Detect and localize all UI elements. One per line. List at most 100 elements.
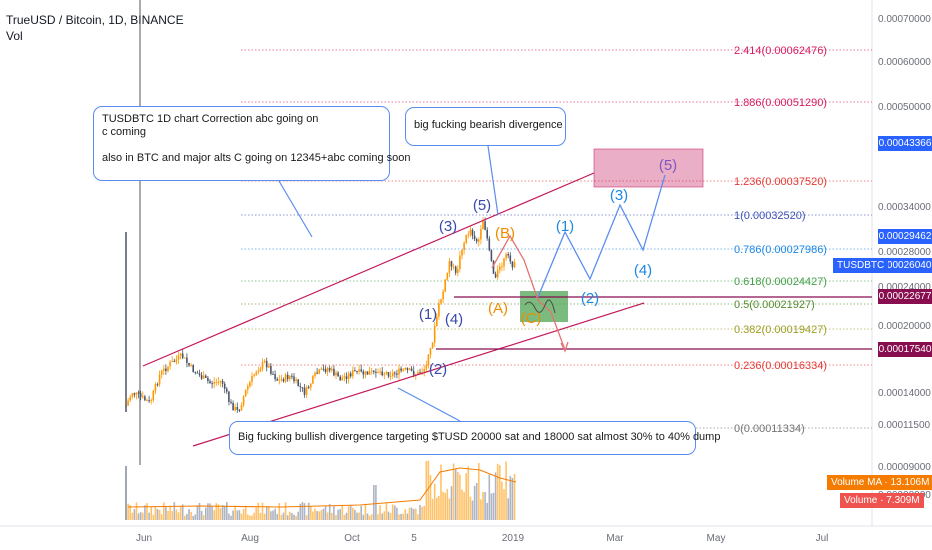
fib-label-4: 0.786(0.00027986) (734, 244, 827, 256)
volume-bar (486, 502, 488, 520)
candle-body (268, 365, 270, 368)
volume-bar (150, 506, 152, 520)
volume-bar (438, 495, 440, 520)
time-tick-3: 5 (411, 533, 417, 544)
candle-body (211, 383, 213, 385)
volume-bar (444, 492, 446, 520)
candle-body (398, 368, 400, 375)
callout-top-mid[interactable]: big fucking bearish divergence (405, 107, 566, 146)
candle-body (461, 250, 463, 256)
volume-bar (379, 505, 381, 520)
volume-bar (310, 506, 312, 520)
volume-bar (179, 506, 182, 520)
candle-body (345, 376, 348, 380)
candle-body (431, 342, 434, 348)
candle-body (425, 365, 428, 370)
candle-body (465, 235, 467, 243)
volume-bar (221, 505, 224, 520)
volume-bar (480, 499, 482, 520)
candle-body (179, 353, 182, 356)
volume-bar (255, 507, 257, 520)
volume-bar (234, 505, 236, 520)
volume-bar (429, 475, 432, 520)
callout-top-left[interactable]: TUSDBTC 1D chart Correction abc going on… (93, 106, 411, 181)
time-tick-1: Aug (241, 533, 259, 544)
price-tag-00029462: 0.00029462 (878, 229, 932, 244)
candle-body (339, 376, 341, 381)
volume-bar (259, 513, 262, 520)
candle-body (171, 360, 173, 362)
volume-bar (324, 505, 327, 520)
candle-body (253, 374, 255, 376)
volume-bar (223, 505, 226, 520)
volume-bar (339, 509, 341, 520)
candle-body (507, 254, 509, 256)
volume-bar (469, 496, 472, 520)
volume-bar (482, 491, 484, 520)
volume-bar (301, 502, 304, 520)
volume-bar (156, 509, 159, 520)
volume-bar (253, 512, 255, 520)
volume-bar (352, 507, 354, 520)
candle-body (322, 368, 325, 370)
candle-body (450, 261, 453, 267)
volume-bar (337, 509, 339, 520)
price-tick-2: 0.00050000 (878, 102, 931, 113)
volume-bar (465, 473, 467, 520)
candle-body (167, 366, 169, 372)
candle-body (236, 406, 239, 410)
channel-upper-line[interactable] (142, 172, 595, 367)
volume-bar (215, 503, 218, 520)
price-tick-3: 0.00034000 (878, 202, 931, 213)
candle-body (347, 373, 350, 380)
candle-body (223, 383, 226, 389)
volume-bar (186, 513, 188, 520)
volume-bar (211, 506, 213, 520)
volume-bar (475, 483, 478, 520)
volume-bar (511, 477, 514, 520)
volume-bar (238, 510, 241, 520)
volume-bar (427, 460, 430, 520)
wave-label-0: (5) (473, 197, 491, 214)
candle-body (486, 229, 488, 239)
volume-bar (217, 504, 220, 520)
candle-body (412, 370, 415, 376)
candle-body (513, 261, 516, 268)
price-tick-6: 0.00020000 (878, 321, 931, 332)
candle-body (242, 396, 245, 406)
candle-body (198, 373, 201, 376)
candle-body (200, 375, 203, 379)
wave-label-8: (1) (556, 218, 574, 235)
volume-bar (169, 505, 171, 520)
target-box-top[interactable] (593, 148, 704, 188)
volume-bar (343, 514, 346, 520)
volume-bar (175, 509, 178, 520)
callout-bottom[interactable]: Big fucking bullish divergence targeting… (229, 421, 720, 455)
candle-body (305, 386, 308, 395)
volume-bar (488, 474, 491, 520)
time-tick-7: Jul (816, 533, 829, 544)
projected-impulse-path[interactable] (537, 174, 666, 298)
candle-body (509, 255, 512, 262)
candle-body (314, 372, 316, 376)
candle-body (312, 375, 314, 384)
volume-bar (478, 463, 480, 520)
candle-body (394, 372, 396, 374)
volume-bar (291, 512, 293, 520)
volume-bar (316, 511, 318, 520)
candle-body (469, 229, 472, 235)
volume-bar (509, 476, 512, 520)
volume-tag: Volume · 7.309M (840, 493, 924, 508)
candle-body (148, 400, 150, 402)
volume-bar (295, 515, 297, 520)
volume-bar (501, 481, 503, 520)
candle-body (501, 266, 503, 268)
fib-label-3: 1(0.00032520) (734, 210, 806, 222)
fib-label-7: 0.382(0.00019427) (734, 324, 827, 336)
candle-body (202, 375, 205, 379)
volume-ma-label: Volume MA (831, 477, 882, 488)
abc-wave-path[interactable] (491, 234, 566, 351)
volume-bar (389, 513, 392, 520)
candle-body (282, 379, 285, 382)
